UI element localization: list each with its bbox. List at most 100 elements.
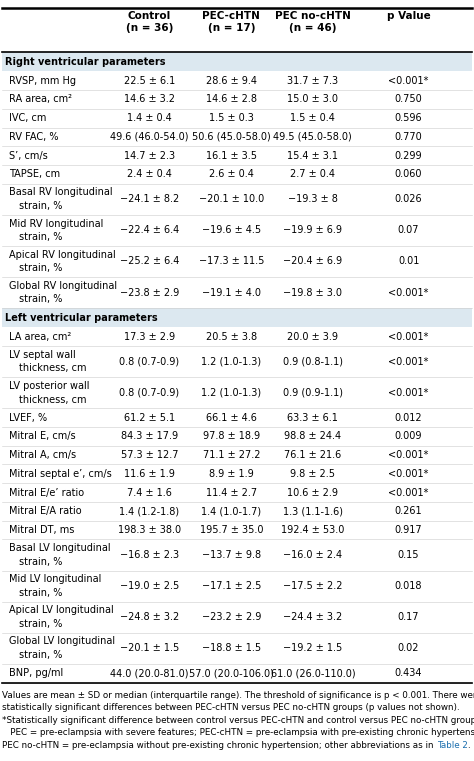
Text: 0.8 (0.7-0.9): 0.8 (0.7-0.9): [119, 387, 179, 398]
Text: 0.261: 0.261: [395, 506, 422, 517]
Text: 0.9 (0.9-1.1): 0.9 (0.9-1.1): [283, 387, 343, 398]
Text: 57.3 ± 12.7: 57.3 ± 12.7: [120, 450, 178, 460]
Text: −17.5 ± 2.2: −17.5 ± 2.2: [283, 581, 343, 591]
Text: −24.8 ± 3.2: −24.8 ± 3.2: [119, 612, 179, 622]
Text: 22.5 ± 6.1: 22.5 ± 6.1: [124, 75, 175, 86]
Text: 44.0 (20.0-81.0): 44.0 (20.0-81.0): [110, 668, 189, 678]
Text: 0.02: 0.02: [398, 643, 419, 653]
Text: 61.0 (26.0-110.0): 61.0 (26.0-110.0): [271, 668, 355, 678]
Text: −19.2 ± 1.5: −19.2 ± 1.5: [283, 643, 342, 653]
Text: RVSP, mm Hg: RVSP, mm Hg: [9, 75, 75, 86]
Text: 0.009: 0.009: [395, 431, 422, 441]
Text: 31.7 ± 7.3: 31.7 ± 7.3: [287, 75, 338, 86]
Text: thickness, cm: thickness, cm: [19, 364, 86, 374]
Text: 84.3 ± 17.9: 84.3 ± 17.9: [121, 431, 178, 441]
Text: −20.1 ± 1.5: −20.1 ± 1.5: [119, 643, 179, 653]
Text: 0.299: 0.299: [395, 151, 422, 161]
Text: −22.4 ± 6.4: −22.4 ± 6.4: [119, 225, 179, 235]
Text: 1.2 (1.0-1.3): 1.2 (1.0-1.3): [201, 357, 261, 367]
Text: 1.3 (1.1-1.6): 1.3 (1.1-1.6): [283, 506, 343, 517]
Text: 15.4 ± 3.1: 15.4 ± 3.1: [287, 151, 338, 161]
Text: −13.7 ± 9.8: −13.7 ± 9.8: [202, 550, 261, 560]
Text: 1.4 (1.0-1.7): 1.4 (1.0-1.7): [201, 506, 261, 517]
Text: p Value: p Value: [387, 11, 430, 21]
Bar: [2, 308, 472, 327]
Text: −24.1 ± 8.2: −24.1 ± 8.2: [119, 194, 179, 204]
Text: 16.1 ± 3.5: 16.1 ± 3.5: [206, 151, 257, 161]
Text: strain, %: strain, %: [19, 232, 63, 242]
Text: Apical LV longitudinal: Apical LV longitudinal: [9, 605, 113, 616]
Text: 2.6 ± 0.4: 2.6 ± 0.4: [209, 170, 254, 180]
Text: 0.012: 0.012: [395, 412, 422, 422]
Text: −16.0 ± 2.4: −16.0 ± 2.4: [283, 550, 342, 560]
Text: Mid RV longitudinal: Mid RV longitudinal: [9, 218, 103, 228]
Text: 76.1 ± 21.6: 76.1 ± 21.6: [284, 450, 341, 460]
Text: LV septal wall: LV septal wall: [9, 350, 75, 360]
Text: −19.1 ± 4.0: −19.1 ± 4.0: [202, 288, 261, 298]
Text: 0.026: 0.026: [395, 194, 422, 204]
Text: 20.0 ± 3.9: 20.0 ± 3.9: [287, 332, 338, 342]
Text: strain, %: strain, %: [19, 588, 63, 598]
Text: −23.2 ± 2.9: −23.2 ± 2.9: [201, 612, 261, 622]
Text: −16.8 ± 2.3: −16.8 ± 2.3: [120, 550, 179, 560]
Text: Global LV longitudinal: Global LV longitudinal: [9, 636, 115, 646]
Text: 0.9 (0.8-1.1): 0.9 (0.8-1.1): [283, 357, 343, 367]
Text: BNP, pg/ml: BNP, pg/ml: [9, 668, 63, 678]
Text: <0.001*: <0.001*: [388, 488, 429, 498]
Text: .: .: [467, 740, 470, 750]
Text: −18.8 ± 1.5: −18.8 ± 1.5: [202, 643, 261, 653]
Text: Mitral E, cm/s: Mitral E, cm/s: [9, 431, 75, 441]
Text: 0.15: 0.15: [398, 550, 419, 560]
Text: Mitral A, cm/s: Mitral A, cm/s: [9, 450, 76, 460]
Text: strain, %: strain, %: [19, 201, 63, 211]
Text: 61.2 ± 5.1: 61.2 ± 5.1: [124, 412, 175, 422]
Text: PEC no-cHTN
(n = 46): PEC no-cHTN (n = 46): [275, 11, 351, 33]
Text: RA area, cm²: RA area, cm²: [9, 94, 72, 104]
Text: 0.596: 0.596: [395, 113, 422, 123]
Text: Control
(n = 36): Control (n = 36): [126, 11, 173, 33]
Text: strain, %: strain, %: [19, 295, 63, 304]
Text: 7.4 ± 1.6: 7.4 ± 1.6: [127, 488, 172, 498]
Text: TAPSE, cm: TAPSE, cm: [9, 170, 60, 180]
Text: Mitral E/e’ ratio: Mitral E/e’ ratio: [9, 488, 83, 498]
Text: 20.5 ± 3.8: 20.5 ± 3.8: [206, 332, 257, 342]
Text: PEC = pre-eclampsia with severe features; PEC-cHTN = pre-eclampsia with pre-exis: PEC = pre-eclampsia with severe features…: [2, 728, 474, 737]
Text: 11.6 ± 1.9: 11.6 ± 1.9: [124, 469, 175, 479]
Text: 97.8 ± 18.9: 97.8 ± 18.9: [203, 431, 260, 441]
Text: −20.1 ± 10.0: −20.1 ± 10.0: [199, 194, 264, 204]
Text: <0.001*: <0.001*: [388, 357, 429, 367]
Text: 0.750: 0.750: [395, 94, 422, 104]
Text: RV FAC, %: RV FAC, %: [9, 132, 58, 142]
Text: 1.4 ± 0.4: 1.4 ± 0.4: [127, 113, 172, 123]
Text: −17.1 ± 2.5: −17.1 ± 2.5: [201, 581, 261, 591]
Text: Left ventricular parameters: Left ventricular parameters: [5, 313, 157, 323]
Text: Right ventricular parameters: Right ventricular parameters: [5, 56, 165, 67]
Text: −24.4 ± 3.2: −24.4 ± 3.2: [283, 612, 342, 622]
Text: <0.001*: <0.001*: [388, 387, 429, 398]
Text: 192.4 ± 53.0: 192.4 ± 53.0: [281, 525, 345, 535]
Text: 14.7 ± 2.3: 14.7 ± 2.3: [124, 151, 175, 161]
Text: 8.9 ± 1.9: 8.9 ± 1.9: [209, 469, 254, 479]
Text: S’, cm/s: S’, cm/s: [9, 151, 47, 161]
Text: −19.3 ± 8: −19.3 ± 8: [288, 194, 338, 204]
Text: Mitral E/A ratio: Mitral E/A ratio: [9, 506, 81, 517]
Text: thickness, cm: thickness, cm: [19, 394, 86, 405]
Text: 0.018: 0.018: [395, 581, 422, 591]
Text: IVC, cm: IVC, cm: [9, 113, 46, 123]
Text: Mitral DT, ms: Mitral DT, ms: [9, 525, 74, 535]
Text: 0.01: 0.01: [398, 256, 419, 266]
Text: 0.17: 0.17: [398, 612, 419, 622]
Text: 63.3 ± 6.1: 63.3 ± 6.1: [287, 412, 338, 422]
Text: *Statistically significant difference between control versus PEC-cHTN and contro: *Statistically significant difference be…: [2, 715, 474, 724]
Text: Apical RV longitudinal: Apical RV longitudinal: [9, 250, 115, 260]
Text: −19.8 ± 3.0: −19.8 ± 3.0: [283, 288, 342, 298]
Text: Mid LV longitudinal: Mid LV longitudinal: [9, 575, 101, 584]
Text: LA area, cm²: LA area, cm²: [9, 332, 71, 342]
Text: 0.060: 0.060: [395, 170, 422, 180]
Text: Basal RV longitudinal: Basal RV longitudinal: [9, 187, 112, 197]
Text: LVEF, %: LVEF, %: [9, 412, 46, 422]
Text: 2.7 ± 0.4: 2.7 ± 0.4: [291, 170, 335, 180]
Text: strain, %: strain, %: [19, 619, 63, 629]
Text: 195.7 ± 35.0: 195.7 ± 35.0: [200, 525, 263, 535]
Text: −19.0 ± 2.5: −19.0 ± 2.5: [119, 581, 179, 591]
